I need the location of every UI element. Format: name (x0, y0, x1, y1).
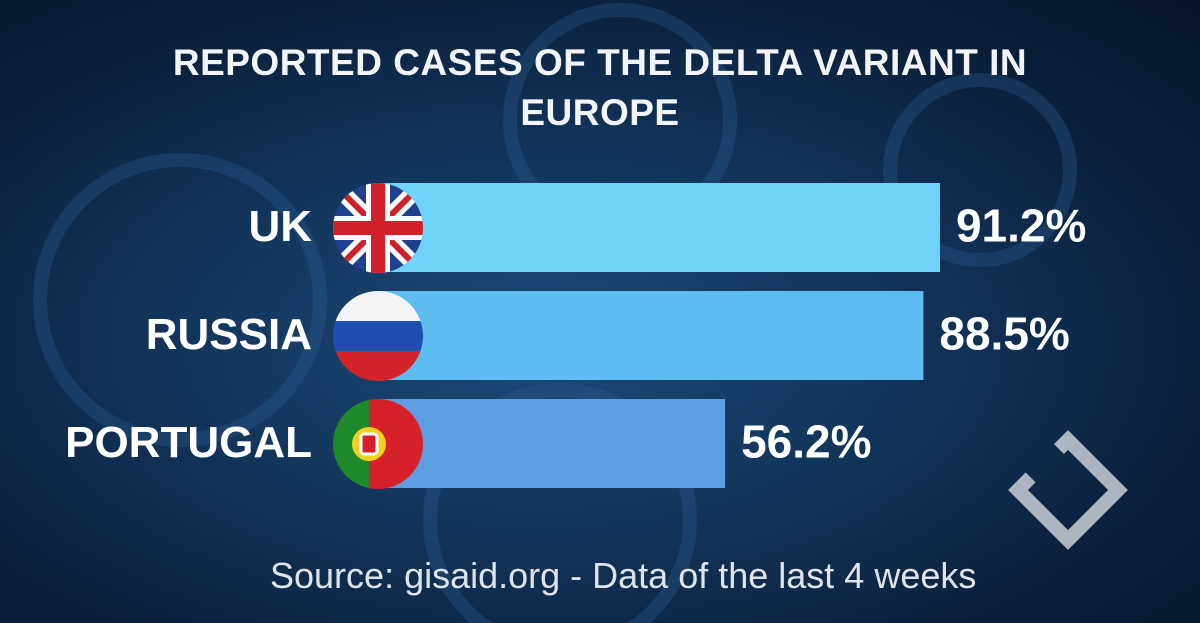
bar (380, 291, 924, 380)
flag-uk (333, 183, 423, 273)
category-label: UK (248, 202, 312, 251)
category-label: RUSSIA (146, 310, 312, 359)
value-label: 56.2% (741, 416, 871, 468)
category-label: PORTUGAL (65, 418, 312, 467)
value-label: 91.2% (956, 200, 1086, 252)
source-note: Source: gisaid.org - Data of the last 4 … (270, 555, 977, 596)
value-label: 88.5% (939, 308, 1069, 360)
bar (380, 399, 726, 488)
bars (380, 183, 940, 488)
flag-russia (333, 291, 423, 381)
bar (380, 183, 940, 272)
chart-title: REPORTED CASES OF THE DELTA VARIANT IN E… (172, 42, 1028, 133)
flag-portugal (333, 399, 423, 489)
